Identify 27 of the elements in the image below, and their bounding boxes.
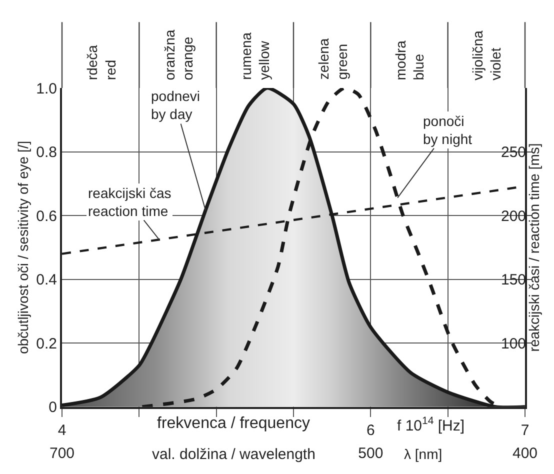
y-tick-label: 0.2 <box>36 335 57 352</box>
x-tick-label: 4 <box>58 422 66 439</box>
text: zelena green <box>316 38 350 80</box>
x2-axis-title: val. dolžina / wavelength <box>152 446 316 463</box>
text: rdeča red <box>84 44 118 80</box>
x-tick-label: 6 <box>366 422 375 439</box>
text: ponoči by night <box>423 113 472 148</box>
x2-tick-label: 700 <box>49 445 75 462</box>
y-tick-label: 0.4 <box>36 272 57 289</box>
text: oranžna orange <box>161 29 196 80</box>
y-tick-label: 0.8 <box>36 144 57 162</box>
x2-tick-label: 500 <box>358 445 384 462</box>
y-tick-label: 0 <box>48 399 57 416</box>
text: rumena yellow <box>238 32 272 80</box>
y2-axis-title: reakcijski časi / reaction time [ms] <box>526 143 542 352</box>
text: modra blue <box>392 40 426 80</box>
y-axis-title: občutljivost oči / sesitivity of eye [/] <box>15 140 32 354</box>
text: f 10$^{14}$ [Hz] <box>397 415 465 434</box>
x-tick-label: 7 <box>520 422 530 439</box>
text: podnevi by day <box>151 88 200 122</box>
text: vijolična violet <box>469 30 504 80</box>
x2-tick-label: 400 <box>512 445 538 462</box>
x-axis-title: frekvenca / frequency <box>157 415 310 432</box>
text: λ [nm] <box>404 446 442 462</box>
y-tick-label: 0.6 <box>36 208 57 225</box>
series-label: reakcijski čas reaction time <box>88 185 172 220</box>
y-tick-label: 1.0 <box>36 80 57 98</box>
